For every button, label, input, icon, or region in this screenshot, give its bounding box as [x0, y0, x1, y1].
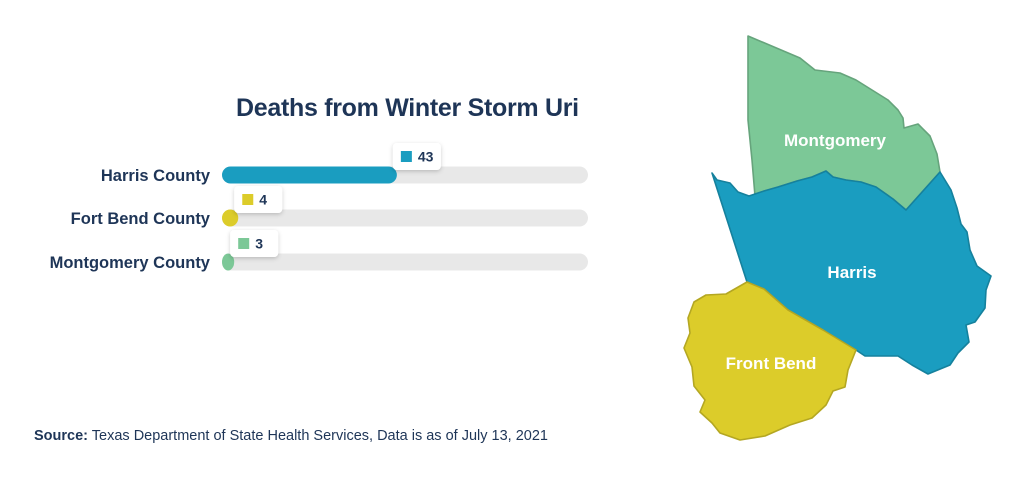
data-label-montgomery-county: 3 [255, 236, 263, 252]
bar-harris-county [222, 166, 397, 184]
chart-title: Deaths from Winter Storm Uri [236, 94, 579, 122]
source-note: Source: Texas Department of State Health… [34, 428, 548, 444]
category-label-fort-bend-county: Fort Bend County [71, 210, 211, 228]
bar-track-montgomery-county [222, 253, 588, 271]
value-tooltip-montgomery-county [230, 230, 279, 257]
data-label-fort-bend-county: 4 [259, 192, 267, 208]
value-swatch-fort-bend-county [242, 194, 254, 205]
map-label-front-bend: Front Bend [726, 354, 817, 373]
bar-chart: Harris County 43 Fort Bend County 4 Montgome… [50, 143, 588, 272]
map-region-harris [711, 170, 992, 375]
value-swatch-harris-county [400, 151, 412, 162]
value-swatch-montgomery-county [238, 238, 250, 249]
map-region-front-bend [683, 281, 857, 441]
data-label-harris-county: 43 [418, 149, 434, 165]
bar-fort-bend-county [222, 209, 239, 227]
bar-montgomery-county [222, 253, 235, 271]
bar-track-fort-bend-county [222, 209, 588, 227]
category-label-harris-county: Harris County [101, 167, 211, 185]
source-label: Source: [34, 428, 88, 444]
category-label-montgomery-county: Montgomery County [50, 254, 211, 272]
map-label-montgomery: Montgomery [784, 131, 887, 150]
value-tooltip-harris-county [392, 143, 441, 170]
map-label-harris: Harris [827, 263, 876, 282]
value-tooltip-fort-bend-county [234, 186, 283, 213]
source-text: Texas Department of State Health Service… [91, 428, 548, 444]
